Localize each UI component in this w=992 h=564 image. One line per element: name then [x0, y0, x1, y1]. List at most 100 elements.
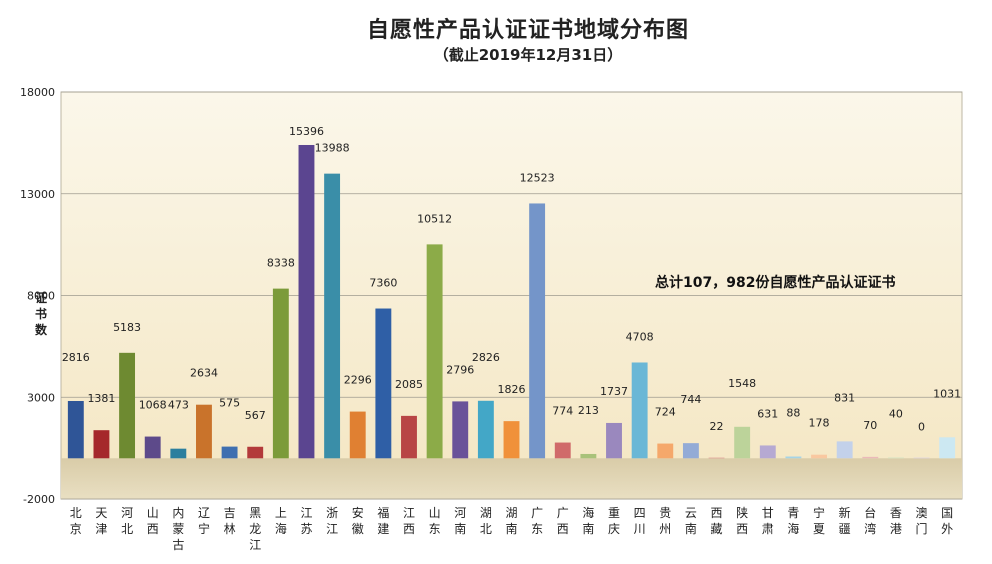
- category-label: 江西: [403, 506, 415, 536]
- category-label: 河北: [121, 506, 133, 536]
- bar: [631, 362, 648, 459]
- data-label: 10512: [417, 212, 452, 225]
- category-label: 辽宁: [198, 506, 210, 536]
- category-label: 安徽: [352, 505, 364, 536]
- data-label: 88: [786, 407, 800, 420]
- category-label: 江苏: [300, 506, 312, 536]
- data-label: 1737: [600, 385, 628, 398]
- bar: [119, 352, 136, 459]
- category-label: 天津: [95, 506, 107, 536]
- bar: [375, 308, 392, 459]
- category-label: 新疆: [839, 505, 851, 536]
- category-label: 海南: [582, 505, 594, 536]
- y-tick-label: 8000: [27, 290, 55, 303]
- data-label: 2296: [344, 374, 372, 387]
- category-label: 吉林: [224, 506, 236, 536]
- data-label: 4708: [626, 330, 654, 343]
- category-label: 湖南: [505, 505, 517, 536]
- data-label: 724: [655, 406, 676, 419]
- data-label: 213: [578, 404, 599, 417]
- bar: [759, 445, 776, 459]
- bar: [913, 457, 930, 459]
- bar: [580, 453, 597, 459]
- data-label: 2085: [395, 378, 423, 391]
- category-label: 西藏: [711, 506, 723, 536]
- bar: [503, 421, 520, 459]
- chart-subtitle: （截止2019年12月31日）: [433, 46, 623, 64]
- bar: [196, 404, 212, 459]
- data-label: 1548: [728, 377, 756, 390]
- total-annotation: 总计107，982份自愿性产品认证证书: [655, 275, 896, 291]
- category-label: 黑龙江: [249, 506, 261, 552]
- category-label: 香港: [890, 506, 902, 536]
- bar: [682, 443, 699, 459]
- category-label: 河南: [454, 506, 466, 536]
- category-label: 贵州: [659, 506, 671, 536]
- bar: [298, 144, 315, 459]
- category-label: 台湾: [864, 505, 876, 536]
- bar: [477, 400, 494, 459]
- category-label: 内蒙古: [172, 506, 184, 552]
- category-label: 山西: [147, 506, 159, 536]
- data-label: 12523: [520, 171, 555, 184]
- bar: [939, 437, 956, 459]
- bar: [811, 454, 827, 459]
- data-label: 744: [680, 393, 701, 406]
- data-label: 15396: [289, 125, 324, 138]
- category-label: 北京: [70, 506, 82, 536]
- chart-title: 自愿性产品认证证书地域分布图: [366, 18, 689, 43]
- bar: [554, 442, 571, 459]
- category-label: 浙江: [326, 506, 338, 536]
- bar: [785, 456, 802, 459]
- y-tick-label: -2000: [23, 493, 55, 506]
- category-label: 陕西: [736, 505, 748, 536]
- bar: [93, 430, 110, 459]
- data-label: 22: [710, 420, 724, 433]
- data-label: 8338: [267, 257, 295, 270]
- data-label: 40: [889, 407, 903, 420]
- category-label: 湖北: [480, 505, 492, 536]
- category-label: 福建: [377, 505, 389, 536]
- y-tick-label: 3000: [27, 391, 55, 404]
- data-label: 2634: [190, 367, 218, 380]
- data-label: 831: [834, 391, 855, 404]
- bar: [247, 446, 264, 459]
- category-label: 青海: [787, 506, 799, 536]
- bar: [862, 456, 879, 459]
- category-label: 山东: [429, 506, 441, 536]
- data-label: 2816: [62, 351, 90, 364]
- bar: [708, 457, 725, 459]
- category-label: 四川: [634, 506, 646, 536]
- negative-region: [61, 458, 962, 499]
- data-label: 0: [918, 420, 925, 433]
- bar: [657, 443, 674, 459]
- data-label: 178: [809, 417, 830, 430]
- category-label: 甘肃: [762, 506, 774, 536]
- bar: [67, 400, 84, 459]
- category-label: 上海: [275, 506, 287, 536]
- data-label: 1031: [933, 387, 961, 400]
- category-label: 广西: [557, 506, 569, 536]
- data-label: 2826: [472, 351, 500, 364]
- bar: [452, 401, 469, 459]
- category-label: 宁夏: [813, 505, 825, 536]
- bar: [324, 173, 341, 459]
- category-label: 澳门: [916, 506, 928, 536]
- bar: [401, 415, 417, 459]
- category-label: 广东: [531, 506, 543, 536]
- category-label: 云南: [685, 506, 697, 536]
- bar: [836, 441, 853, 459]
- bar: [170, 448, 187, 459]
- data-label: 774: [552, 405, 573, 418]
- y-axis-label: 证书数: [34, 291, 47, 337]
- bar: [606, 422, 622, 459]
- data-label: 631: [757, 407, 778, 420]
- data-label: 473: [168, 399, 189, 412]
- bar: [144, 436, 161, 459]
- data-label: 1381: [87, 392, 115, 405]
- data-label: 1068: [139, 399, 167, 412]
- data-label: 1826: [498, 383, 526, 396]
- category-label: 重庆: [608, 506, 620, 536]
- data-label: 2796: [446, 363, 474, 376]
